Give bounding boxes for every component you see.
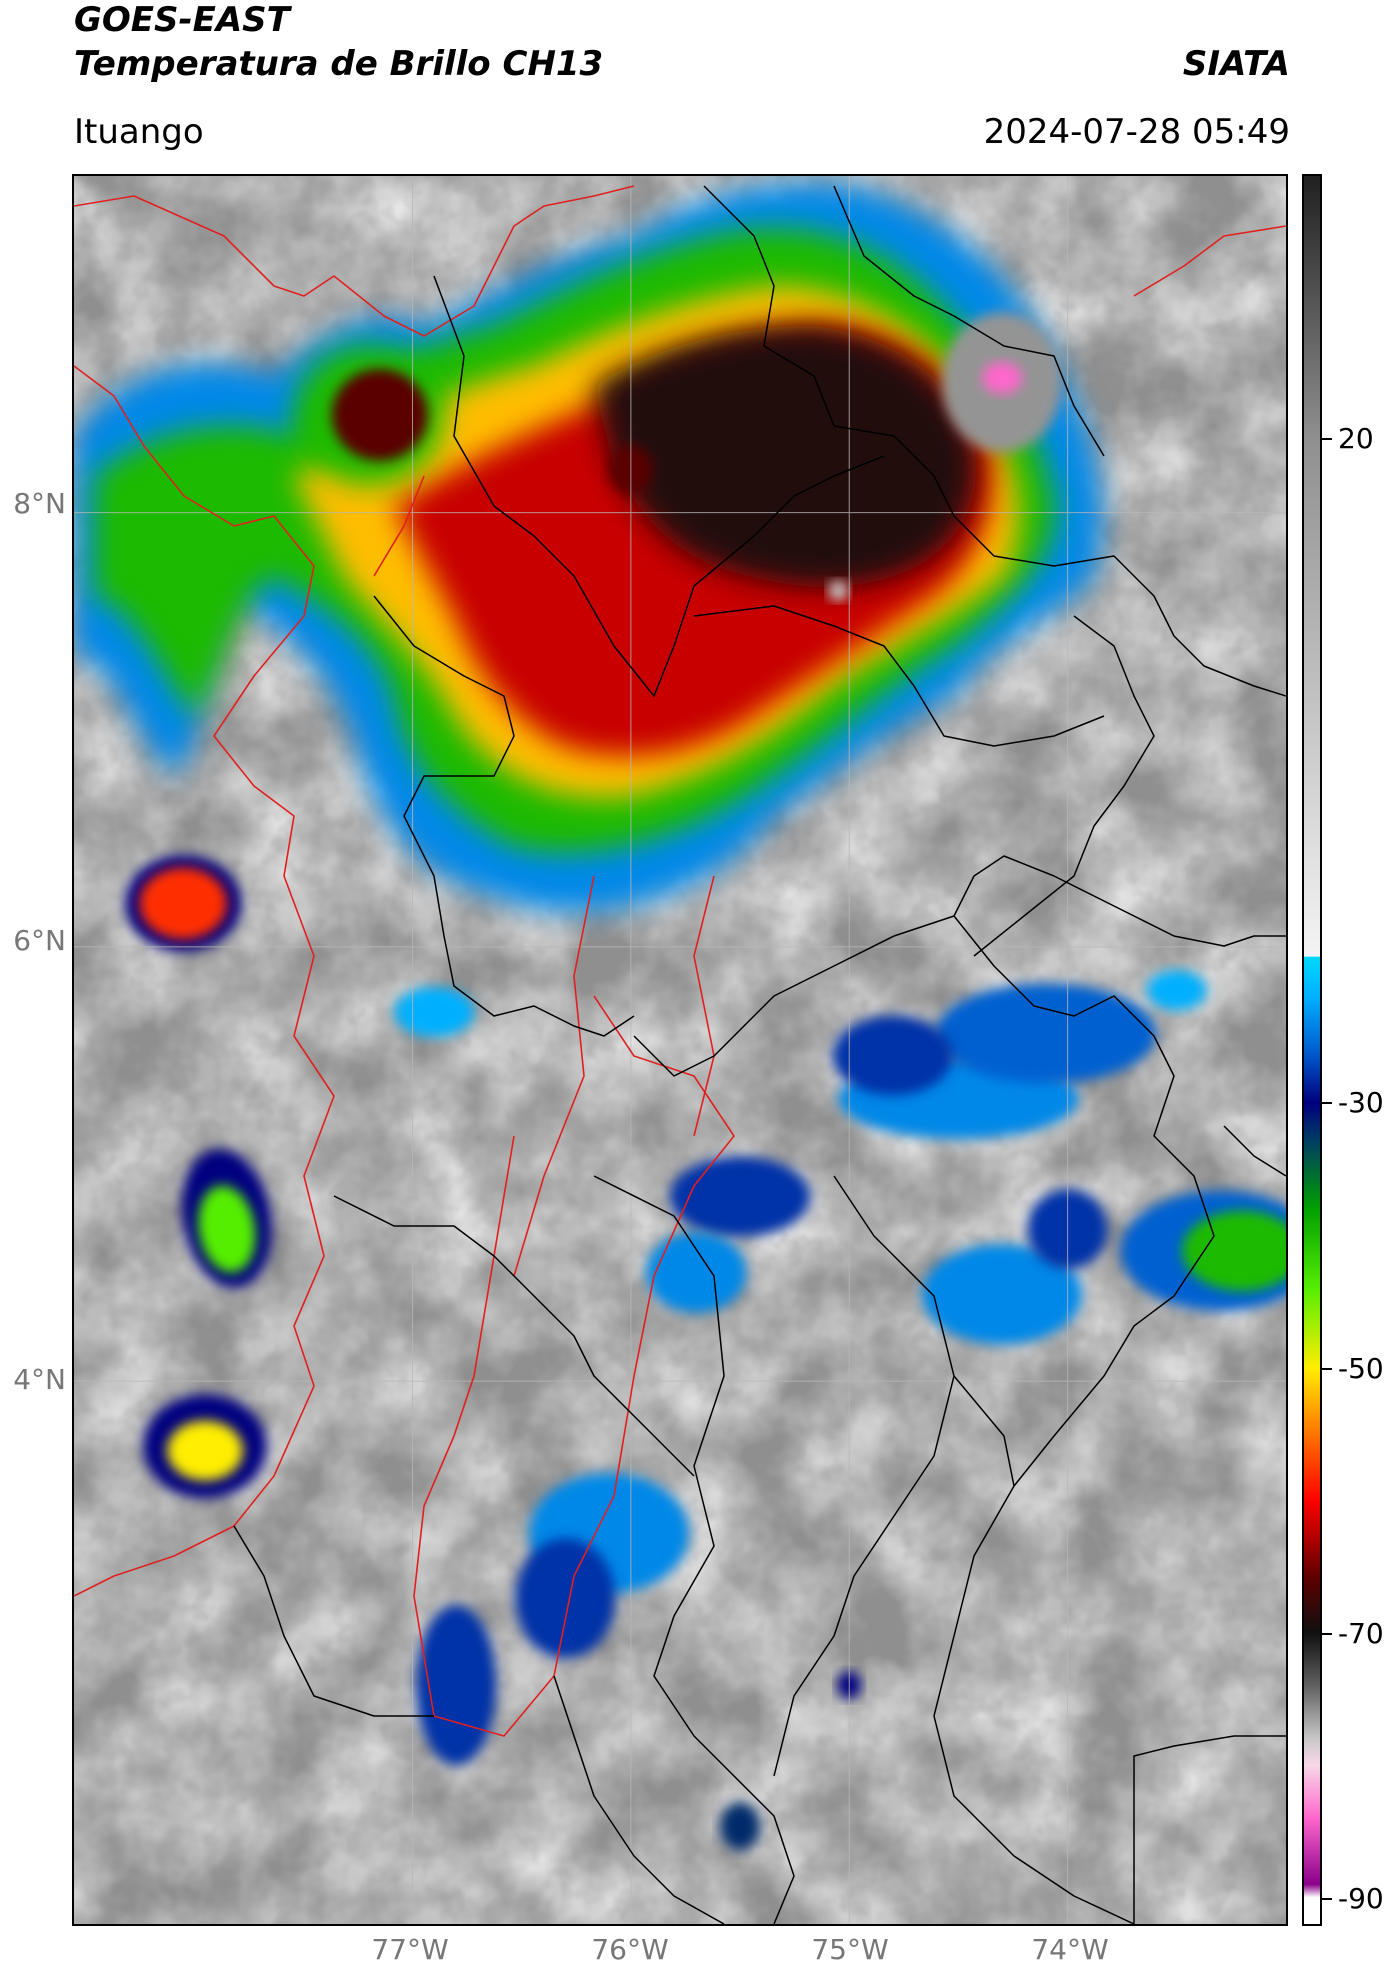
lon-label: 77°W: [371, 1933, 449, 1966]
scattered-convective-cell: [1146, 970, 1207, 1011]
pacific-cell-north-core: [139, 867, 228, 940]
colorbar-tick-mark: [1322, 438, 1332, 441]
overshooting-top-peak: [982, 361, 1023, 394]
temperature-colorbar: [1302, 174, 1322, 1926]
scattered-convective-cell: [832, 1015, 953, 1096]
scattered-convective-cell: [515, 1538, 616, 1659]
datetime-label: 2024-07-28 05:49: [983, 112, 1290, 152]
scattered-convective-cell: [670, 1156, 811, 1237]
colorbar-tick-mark: [1322, 1633, 1332, 1635]
lon-label: 74°W: [1031, 1933, 1109, 1966]
colorbar-tick-mark: [1322, 1102, 1332, 1105]
colorbar-tick-label: -50: [1338, 1351, 1384, 1385]
colorbar-tick-label: -90: [1338, 1882, 1384, 1916]
pacific-cell-middle-core: [198, 1185, 256, 1273]
admin-boundaries: [233, 185, 1286, 1924]
map-gridlines: [74, 176, 1286, 1924]
colorbar-tick-label: 20: [1338, 422, 1374, 456]
scattered-convective-cell: [646, 1232, 747, 1313]
satellite-title: GOES-EAST: [74, 0, 290, 40]
scattered-convective-cell: [720, 1802, 761, 1851]
product-title: Temperatura de Brillo CH13: [74, 44, 604, 84]
scattered-convective-cell: [416, 1605, 497, 1766]
map-canvas: [74, 176, 1286, 1924]
pacific-cell-south-core: [167, 1420, 244, 1481]
colorbar-tick-mark: [1322, 1898, 1332, 1901]
scattered-convective-cell: [922, 1244, 1083, 1345]
colorbar-tick-label: -30: [1338, 1086, 1384, 1120]
lon-label: 75°W: [811, 1933, 889, 1966]
satellite-map[interactable]: [72, 174, 1288, 1926]
lat-label: 4°N: [13, 1363, 66, 1396]
colorbar-tick-mark: [1322, 1367, 1332, 1370]
location-label: Ituango: [74, 112, 204, 152]
basin-boundaries: [74, 185, 1286, 1737]
colorbar-tick-label: -70: [1338, 1617, 1384, 1650]
small-overshoot: [828, 580, 849, 601]
uraba-cell-core: [331, 368, 428, 461]
lat-label: 8°N: [13, 487, 66, 520]
lon-label: 76°W: [591, 1933, 669, 1966]
brand-label: SIATA: [1182, 44, 1290, 84]
scattered-convective-cell: [394, 987, 475, 1037]
lat-label: 6°N: [13, 924, 66, 957]
cloud-core-darkred: [594, 326, 976, 587]
scattered-convective-cell: [935, 983, 1156, 1084]
scattered-convective-cell: [1182, 1210, 1286, 1291]
convective-clouds: [74, 183, 1286, 1851]
